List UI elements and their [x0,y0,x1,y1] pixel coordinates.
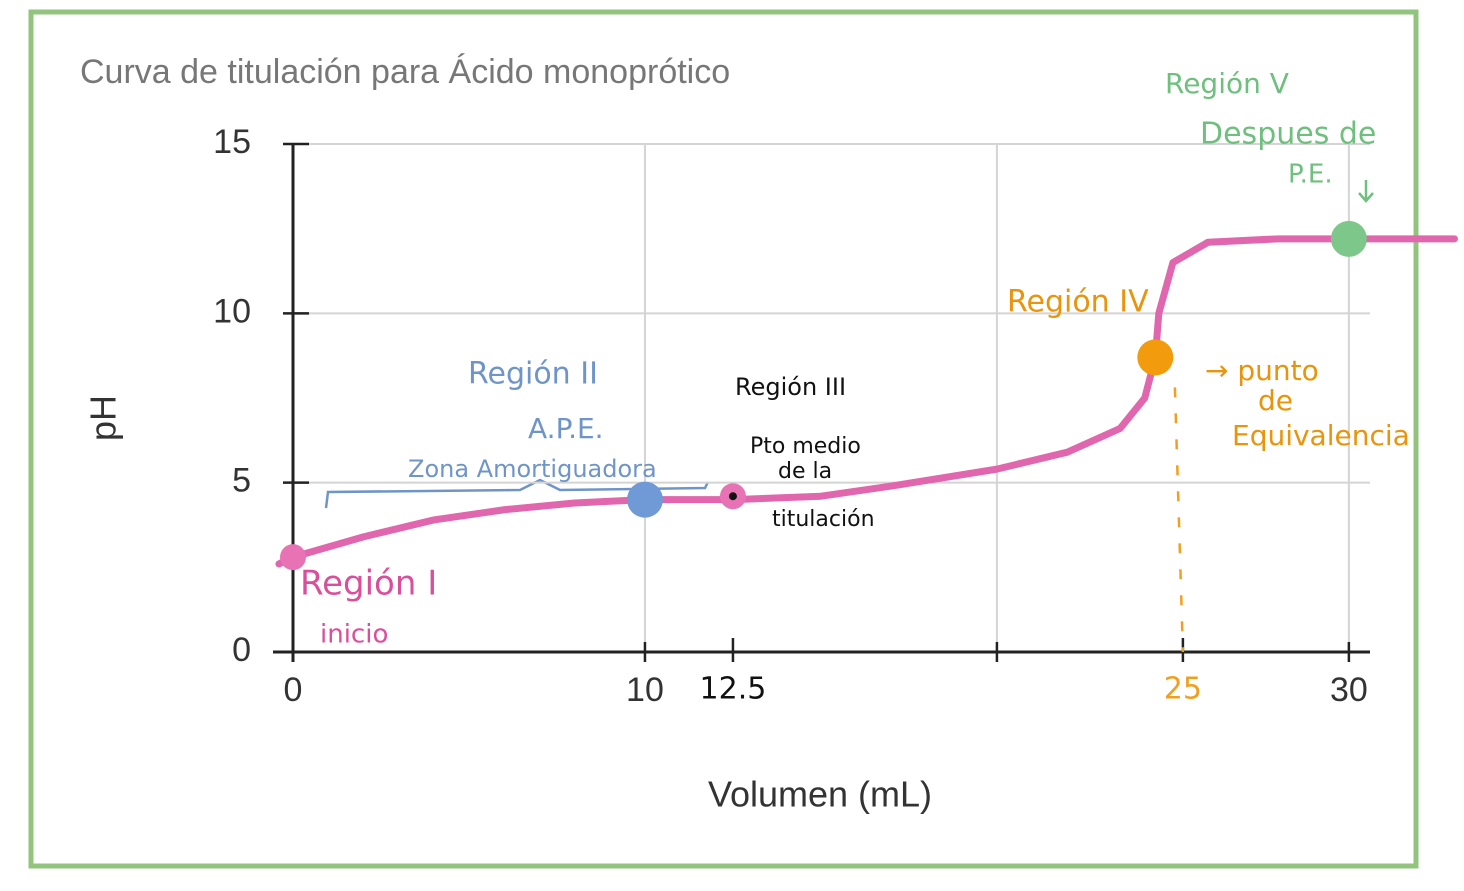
x-axis-label: Volumen (mL) [708,774,932,815]
annotation: Región II [468,357,598,392]
marked-x-tick-label: 25 [1164,672,1202,707]
x-tick-label: 30 [1330,671,1368,709]
y-tick-label: 5 [232,462,251,500]
y-tick-label: 0 [232,631,251,669]
point [626,481,663,518]
annotation: Despues de [1200,117,1376,152]
point [1330,220,1367,257]
annotation: Zona Amortiguadora [408,455,657,483]
equivalence-line [1173,387,1185,653]
annotation: Región V [1165,67,1289,100]
arrow [1358,180,1374,203]
annotation: inicio [320,620,388,650]
bracket [324,478,710,509]
midpoint-dot [728,492,737,501]
series-line [275,235,1458,568]
annotation: A.P.E. [528,412,604,445]
annotation: Equivalencia [1232,419,1410,452]
annotation: Región IV [1007,285,1149,320]
annotation: de [1258,384,1293,417]
chart-title: Curva de titulación para Ácido monopróti… [80,53,730,91]
x-tick-label: 10 [626,671,664,709]
y-tick-label: 10 [213,292,251,330]
annotation: Región I [300,564,437,604]
y-tick-label: 15 [213,123,251,161]
y-axis-label: pH [83,395,124,441]
annotation: Región III [735,373,846,401]
marked-x-tick-label: 12.5 [700,672,767,707]
annotation: de la [778,459,832,484]
frame [28,9,1419,869]
point [1137,339,1174,376]
point [280,544,306,571]
x-tick-label: 0 [284,671,303,709]
annotation: titulación [772,507,875,532]
annotation: → punto [1205,354,1319,387]
annotation: Pto medio [750,434,861,459]
annotation: P.E. [1288,160,1333,190]
